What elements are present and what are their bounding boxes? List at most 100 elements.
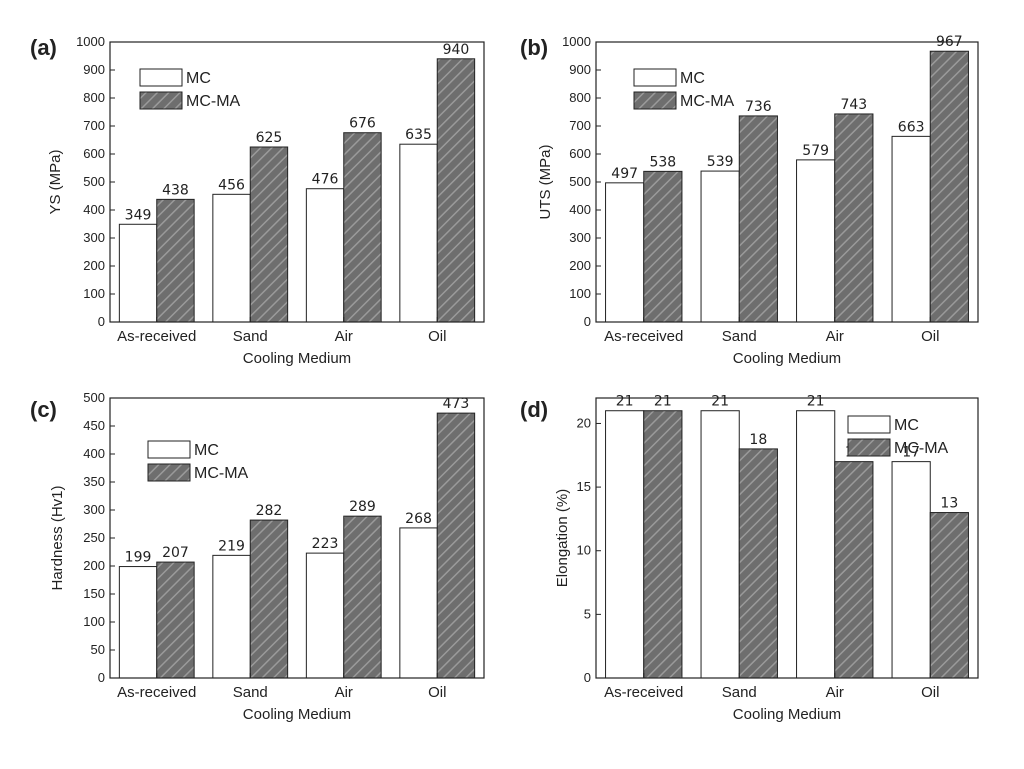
data-label: 476 [312, 172, 339, 188]
bar-mc-ma-oil [929, 50, 969, 323]
y-tick-label: 0 [98, 670, 105, 685]
chart-panel-2: 199 219 223 268 207 282 289 473 0 50 100 150 200 250 3… [30, 390, 485, 723]
bar-mc-as-received [118, 223, 158, 323]
data-label: 349 [125, 207, 152, 223]
data-label: 282 [256, 503, 283, 519]
bar-mc-ma-oil [436, 412, 476, 679]
data-label: 676 [349, 116, 376, 132]
x-axis-title: Cooling Medium [243, 706, 351, 723]
x-tick-label: Sand [233, 328, 268, 345]
bar-mc-sand [212, 554, 251, 679]
x-axis-title: Cooling Medium [243, 350, 351, 367]
bar-mc-ma-as-received [643, 410, 683, 679]
bar-mc-ma-oil [929, 512, 969, 679]
y-tick-label: 5 [584, 606, 591, 621]
y-tick-label: 200 [569, 258, 591, 273]
bar-mc-ma-sand [249, 146, 289, 323]
data-label: 736 [745, 99, 772, 115]
x-tick-label: Sand [233, 684, 268, 701]
y-tick-label: 1000 [562, 34, 591, 49]
y-tick-label: 0 [584, 314, 591, 329]
bar-mc-as-received [605, 182, 645, 323]
legend-label-mc-ma: MC-MA [194, 465, 249, 482]
data-label: 219 [218, 538, 245, 554]
data-label: 21 [711, 394, 729, 410]
bar-mc-air [796, 159, 836, 323]
legend-swatch-mc [633, 68, 677, 87]
y-tick-label: 500 [83, 174, 105, 189]
bar-mc-ma-as-received [156, 561, 195, 679]
bar-mc-air [305, 552, 345, 679]
bar-mc-as-received [605, 410, 645, 679]
y-tick-label: 1000 [76, 34, 105, 49]
y-tick-label: 800 [569, 90, 591, 105]
bar-mc-sand [700, 170, 740, 323]
y-tick-label: 600 [569, 146, 591, 161]
y-tick-label: 400 [83, 202, 105, 217]
x-tick-label: Oil [921, 328, 939, 345]
legend-label-mc: MC [680, 70, 705, 87]
bar-mc-ma-sand [738, 448, 778, 679]
y-tick-label: 500 [83, 390, 105, 405]
data-label: 539 [707, 154, 734, 170]
data-label: 743 [840, 97, 867, 113]
data-label: 18 [749, 432, 767, 448]
legend-label-mc-ma: MC-MA [680, 93, 735, 110]
data-label: 538 [649, 154, 676, 170]
y-tick-label: 200 [83, 258, 105, 273]
bar-mc-sand [212, 193, 251, 323]
chart-panel-0: 349 456 476 635 438 625 676 940 0 100 200 300 400 500… [30, 34, 485, 367]
panel-label: (d) [520, 397, 548, 422]
y-tick-label: 100 [83, 286, 105, 301]
legend-swatch-mc [147, 440, 191, 459]
bar-mc-as-received [118, 566, 158, 679]
x-tick-label: Sand [722, 684, 757, 701]
bar-mc-sand [700, 410, 740, 679]
legend-swatch-mc [847, 415, 891, 434]
data-label: 268 [405, 511, 432, 527]
legend-swatch-mc-ma [633, 91, 677, 110]
y-tick-label: 100 [569, 286, 591, 301]
x-tick-label: Oil [428, 328, 446, 345]
data-label: 635 [405, 127, 432, 143]
bar-mc-air [305, 188, 345, 323]
data-label: 207 [162, 545, 189, 561]
legend-label-mc: MC [194, 442, 219, 459]
data-label: 473 [443, 396, 470, 412]
bar-mc-ma-as-received [156, 198, 195, 323]
x-tick-label: As-received [117, 684, 196, 701]
plot-frame [595, 397, 979, 679]
y-tick-label: 15 [577, 479, 591, 494]
bar-mc-ma-air [834, 113, 874, 323]
bar-mc-ma-oil [436, 58, 476, 323]
data-label: 13 [940, 496, 958, 512]
x-tick-label: Air [826, 328, 844, 345]
data-label: 17 [902, 445, 920, 461]
x-tick-label: Air [335, 328, 353, 345]
y-tick-label: 300 [569, 230, 591, 245]
data-label: 223 [312, 536, 339, 552]
bar-mc-ma-sand [249, 519, 289, 679]
legend-label-mc: MC [186, 70, 211, 87]
bar-mc-ma-air [343, 132, 382, 323]
bar-mc-oil [399, 143, 438, 323]
legend-swatch-mc-ma [147, 463, 191, 482]
y-tick-label: 300 [83, 502, 105, 517]
y-tick-label: 700 [569, 118, 591, 133]
x-tick-label: Sand [722, 328, 757, 345]
bar-mc-ma-air [343, 515, 382, 679]
y-tick-label: 900 [569, 62, 591, 77]
y-tick-label: 350 [83, 474, 105, 489]
y-tick-label: 700 [83, 118, 105, 133]
x-tick-label: Oil [428, 684, 446, 701]
legend-label-mc-ma: MC-MA [186, 93, 241, 110]
legend-label-mc: MC [894, 417, 919, 434]
x-tick-label: Air [826, 684, 844, 701]
data-label: 497 [611, 166, 638, 182]
chart-panel-3: 212121172118171305101520As-receivedSandA… [520, 394, 979, 723]
y-tick-label: 0 [584, 670, 591, 685]
y-tick-label: 50 [91, 642, 105, 657]
y-tick-label: 10 [577, 543, 591, 558]
